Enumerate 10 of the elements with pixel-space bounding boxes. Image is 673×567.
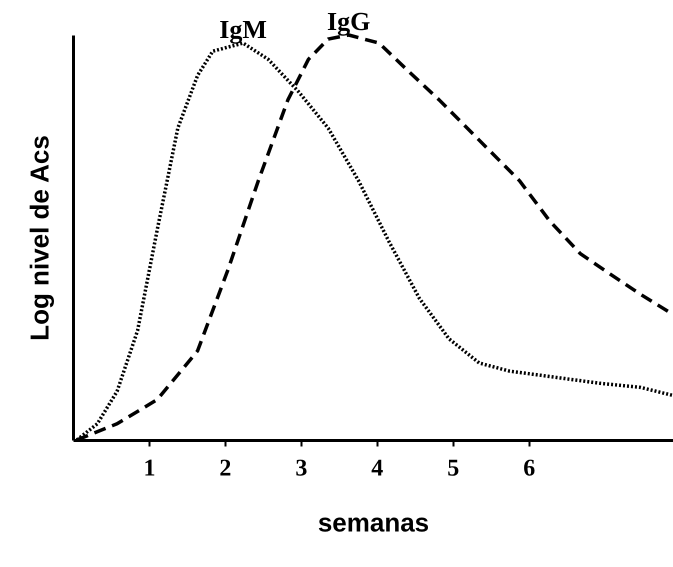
x-tick-label: 6 <box>523 456 536 482</box>
x-tick-label: 3 <box>295 456 308 482</box>
x-tick-label: 1 <box>143 456 156 482</box>
x-axis-title: semanas <box>318 508 430 538</box>
x-tick-label: 5 <box>447 456 460 482</box>
series-label: IgG <box>327 7 370 36</box>
series-label: IgM <box>219 15 267 44</box>
x-tick-label: 2 <box>219 456 232 482</box>
y-axis-title: Log nivel de Acs <box>24 135 54 341</box>
x-tick-label: 4 <box>371 456 384 482</box>
